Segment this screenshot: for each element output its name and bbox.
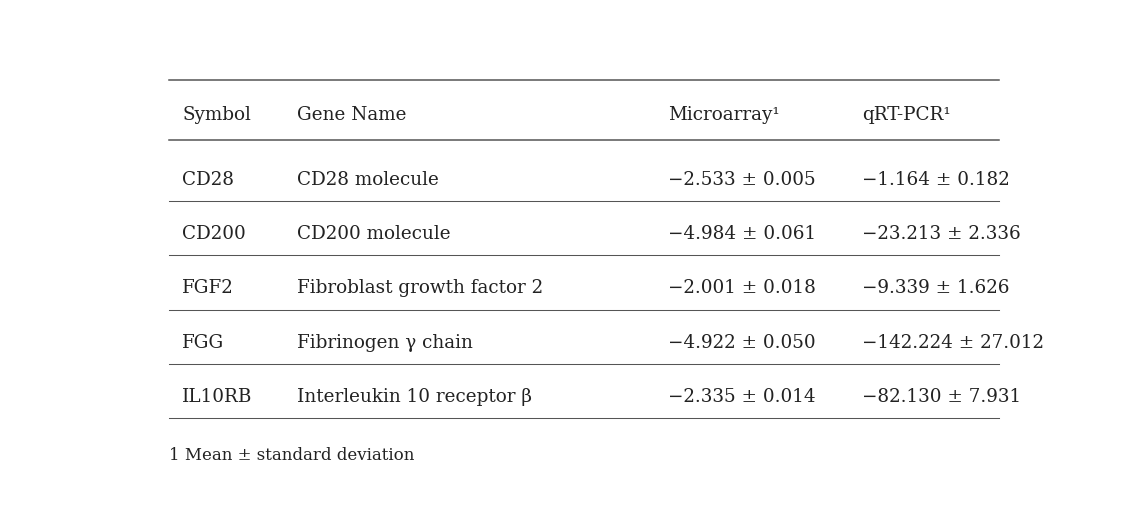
Text: −4.984 ± 0.061: −4.984 ± 0.061 [667,225,816,243]
Text: −2.533 ± 0.005: −2.533 ± 0.005 [667,171,816,189]
Text: Symbol: Symbol [182,105,251,123]
Text: Microarray¹: Microarray¹ [667,105,779,123]
Text: Fibroblast growth factor 2: Fibroblast growth factor 2 [297,279,543,297]
Text: CD200: CD200 [182,225,246,243]
Text: FGG: FGG [182,334,224,352]
Text: CD28 molecule: CD28 molecule [297,171,439,189]
Text: −9.339 ± 1.626: −9.339 ± 1.626 [862,279,1009,297]
Text: CD200 molecule: CD200 molecule [297,225,451,243]
Text: −2.001 ± 0.018: −2.001 ± 0.018 [667,279,816,297]
Text: −4.922 ± 0.050: −4.922 ± 0.050 [667,334,816,352]
Text: qRT-PCR¹: qRT-PCR¹ [862,105,951,123]
Text: −23.213 ± 2.336: −23.213 ± 2.336 [862,225,1021,243]
Text: 1 Mean ± standard deviation: 1 Mean ± standard deviation [169,447,415,464]
Text: −142.224 ± 27.012: −142.224 ± 27.012 [862,334,1043,352]
Text: −82.130 ± 7.931: −82.130 ± 7.931 [862,388,1021,406]
Text: Interleukin 10 receptor β: Interleukin 10 receptor β [297,388,532,406]
Text: IL10RB: IL10RB [182,388,253,406]
Text: Fibrinogen γ chain: Fibrinogen γ chain [297,334,473,352]
Text: −2.335 ± 0.014: −2.335 ± 0.014 [667,388,816,406]
Text: Gene Name: Gene Name [297,105,407,123]
Text: FGF2: FGF2 [182,279,233,297]
Text: CD28: CD28 [182,171,235,189]
Text: −1.164 ± 0.182: −1.164 ± 0.182 [862,171,1009,189]
